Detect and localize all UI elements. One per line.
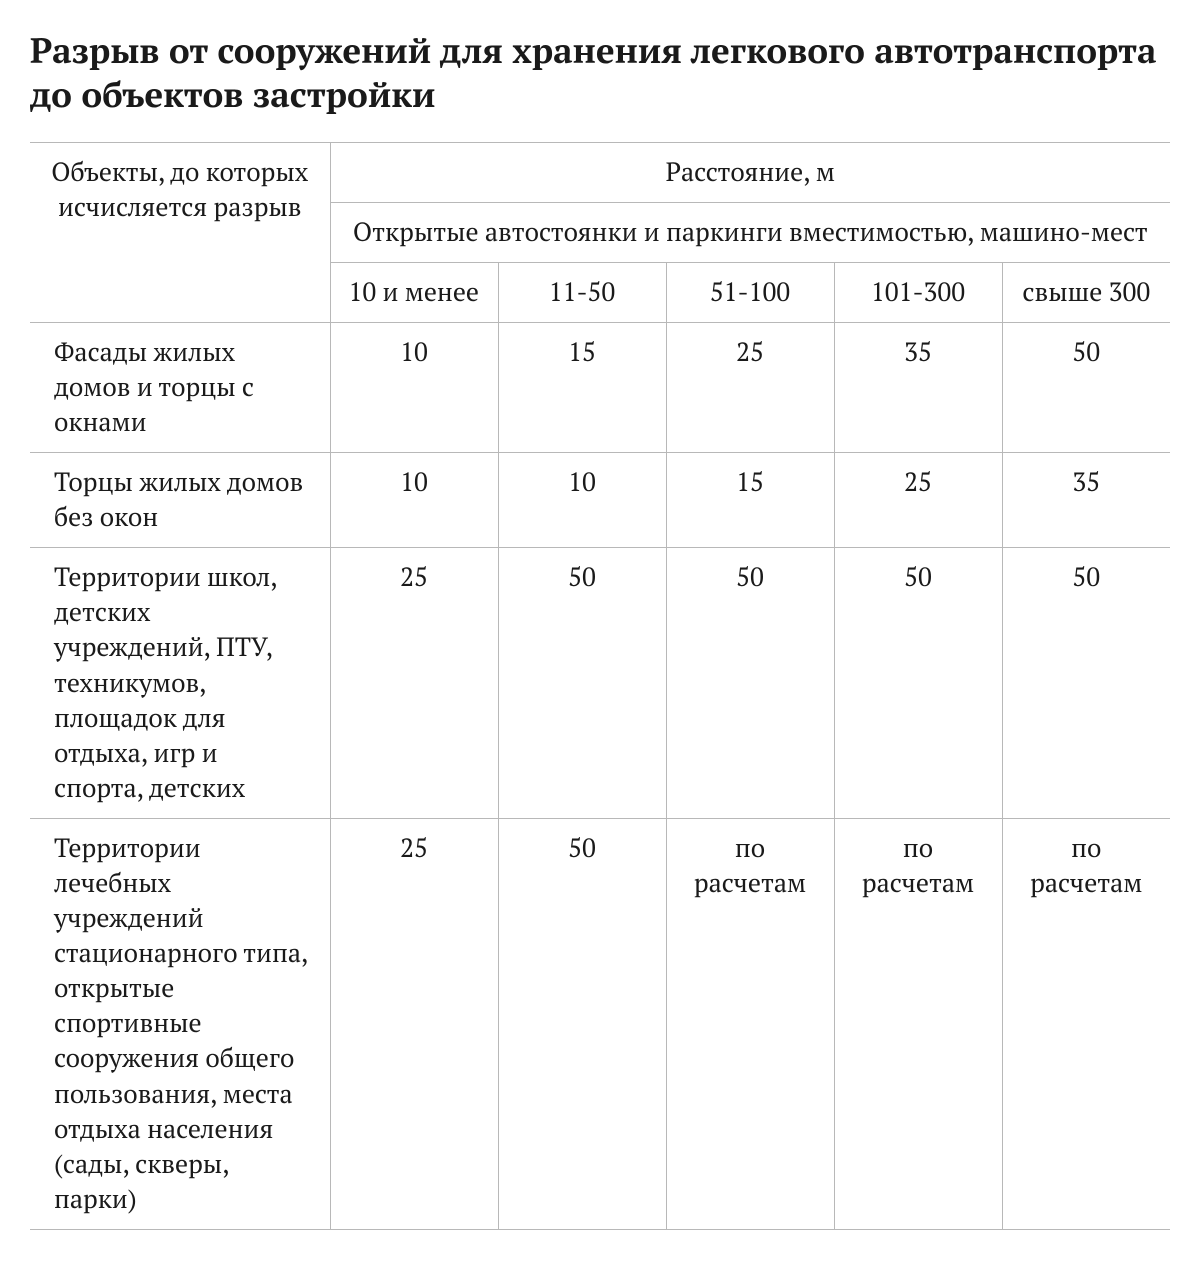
row-value: 50 (498, 548, 666, 819)
row-value: 35 (834, 322, 1002, 452)
row-value: по расчетам (666, 818, 834, 1229)
row-value: 15 (666, 453, 834, 548)
distance-table: Объекты, до которых исчисляется разрыв Р… (30, 142, 1170, 1230)
header-range-4: свыше 300 (1002, 262, 1170, 322)
page: Разрыв от сооружений для хранения легков… (0, 0, 1200, 1270)
row-value: 25 (330, 818, 498, 1229)
row-label: Фасады жилых домов и торцы с окнами (30, 322, 330, 452)
header-distance: Расстояние, м (330, 142, 1170, 202)
row-label: Территории школ, детских учреждений, ПТУ… (30, 548, 330, 819)
row-label: Территории лечебных учреждений стационар… (30, 818, 330, 1229)
header-range-1: 11-50 (498, 262, 666, 322)
row-value: 10 (498, 453, 666, 548)
header-objects: Объекты, до которых исчисляется разрыв (30, 142, 330, 322)
header-range-3: 101-300 (834, 262, 1002, 322)
row-value: 25 (666, 322, 834, 452)
row-value: 25 (330, 548, 498, 819)
table-header: Объекты, до которых исчисляется разрыв Р… (30, 142, 1170, 322)
row-value: по расчетам (834, 818, 1002, 1229)
row-value: по расчетам (1002, 818, 1170, 1229)
table-row: Территории лечебных учреждений стационар… (30, 818, 1170, 1229)
row-value: 50 (498, 818, 666, 1229)
header-capacity: Открытые автостоянки и паркинги вместимо… (330, 202, 1170, 262)
header-range-0: 10 и менее (330, 262, 498, 322)
table-row: Торцы жилых домов без окон 10 10 15 25 3… (30, 453, 1170, 548)
table-row: Территории школ, детских учреждений, ПТУ… (30, 548, 1170, 819)
row-value: 50 (666, 548, 834, 819)
page-title: Разрыв от сооружений для хранения легков… (30, 30, 1170, 118)
row-value: 10 (330, 322, 498, 452)
table-row: Фасады жилых домов и торцы с окнами 10 1… (30, 322, 1170, 452)
row-value: 10 (330, 453, 498, 548)
row-value: 15 (498, 322, 666, 452)
row-value: 50 (1002, 548, 1170, 819)
row-value: 50 (1002, 322, 1170, 452)
row-value: 35 (1002, 453, 1170, 548)
table-body: Фасады жилых домов и торцы с окнами 10 1… (30, 322, 1170, 1229)
row-value: 25 (834, 453, 1002, 548)
row-value: 50 (834, 548, 1002, 819)
row-label: Торцы жилых домов без окон (30, 453, 330, 548)
header-range-2: 51-100 (666, 262, 834, 322)
